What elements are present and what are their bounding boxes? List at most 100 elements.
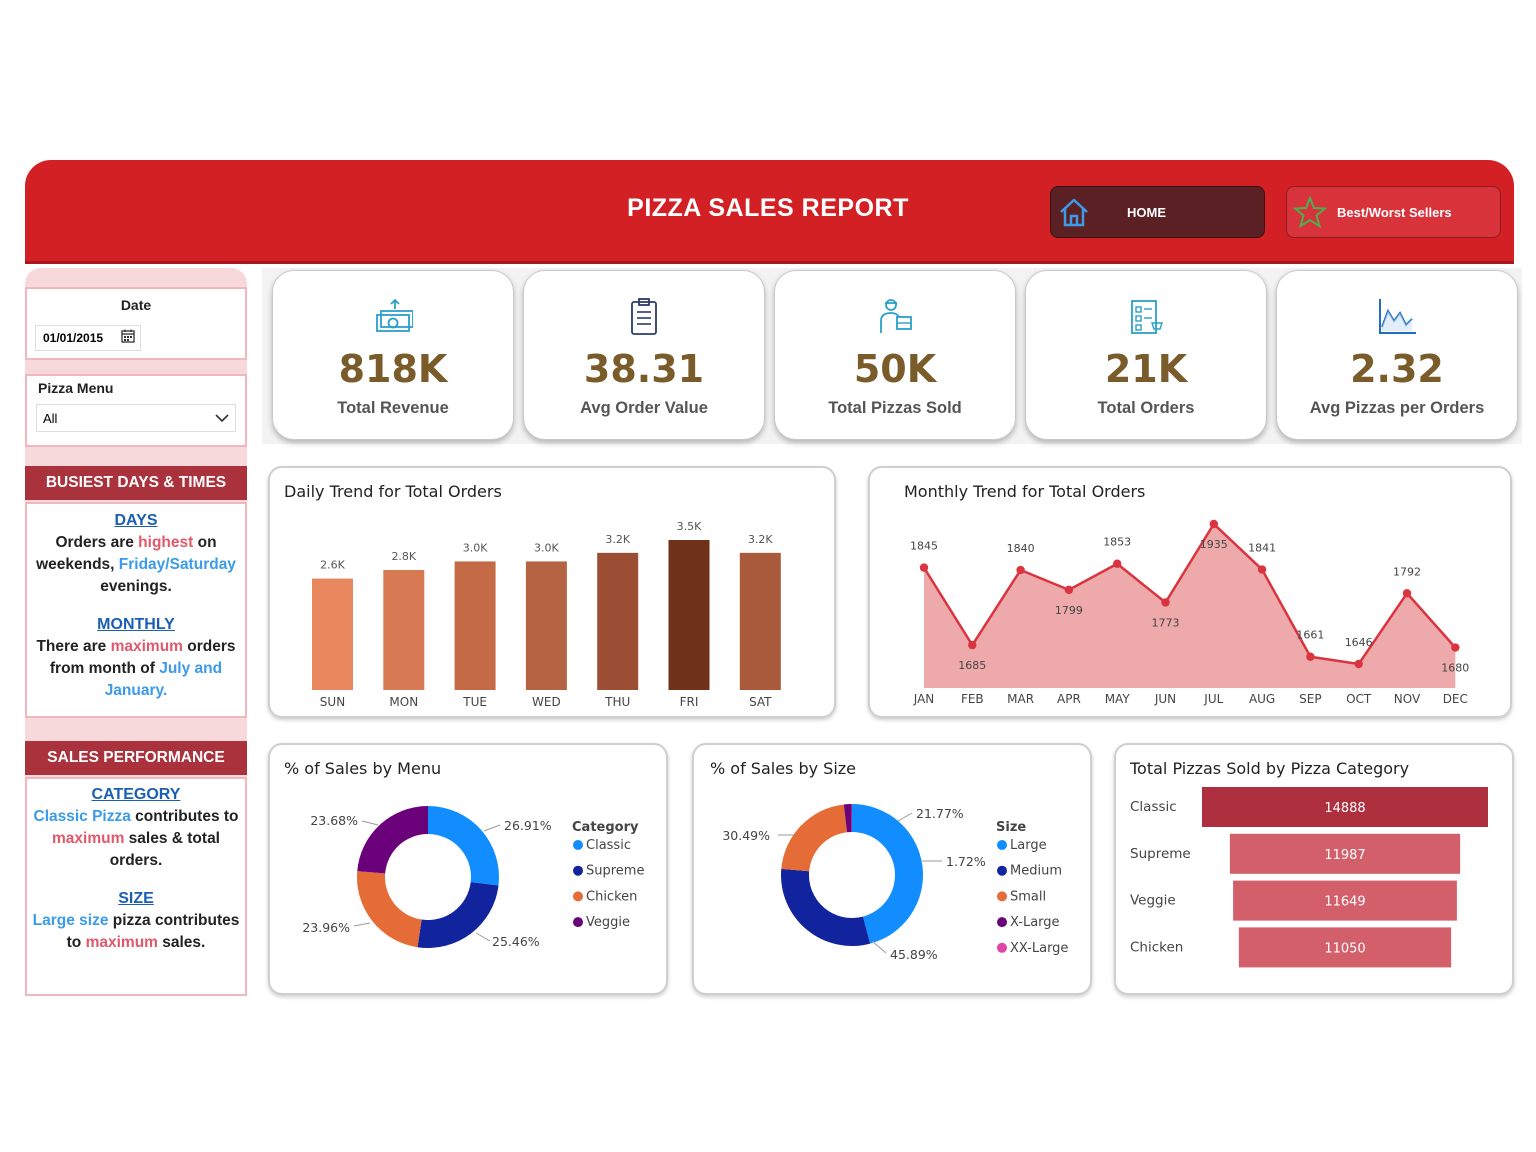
kpi-label: Avg Pizzas per Orders [1309,399,1485,417]
slice-x-large [843,804,852,833]
bar-classic [1202,787,1488,827]
slice-value-label: 1.72% [946,854,986,869]
legend-label: Small [1010,889,1046,904]
legend-label: XX-Large [1010,941,1068,956]
data-point [1064,585,1074,595]
busiest-days-text: DAYS Orders are highest on weekends, Fri… [27,510,245,702]
legend-title: Category [572,820,639,835]
kpi-card-total-pizzas-sold: 50K Total Pizzas Sold [774,270,1016,440]
legend-label: X-Large [1010,915,1060,930]
data-label: 2.8K [391,550,416,563]
slice-medium [781,868,871,946]
x-tick-label: MAR [1007,692,1034,706]
date-input[interactable]: 01/01/2015 [35,325,141,351]
kpi-label: Total Revenue [337,399,449,417]
x-tick-label: MAY [1105,692,1131,706]
slice-value-label: 21.77% [916,806,964,821]
legend-label: Supreme [586,864,644,879]
line-chart-icon [1379,299,1416,334]
legend-label: Medium [1010,864,1062,879]
sales-by-size-chart: 45.89% 30.49% 21.77% 1.72% Size Large Medium Sm… [722,804,1068,962]
x-tick-label: JAN [913,692,935,706]
slice-value-label: 23.68% [310,813,358,828]
leader-line [361,820,379,826]
data-point [1113,559,1122,568]
busiest-days-box [25,502,247,718]
daily-trend-chart: 2.6K SUN 2.8K MON 3.0K TUE 3.0K WED 3.2K THU 3.5K F… [312,520,781,709]
data-label: 1799 [1055,604,1083,617]
data-point [1257,565,1267,574]
data-label: 1792 [1393,565,1421,578]
kpi-card-avg-pizzas-per-order: 2.32 Avg Pizzas per Orders [1276,270,1518,440]
legend-label: Classic [586,838,631,853]
legend-swatch [573,917,583,928]
best-worst-sellers-button[interactable]: Best/Worst Sellers [1286,186,1501,238]
monthly-heading: MONTHLY [97,616,175,633]
pizzas-by-category-panel: Total Pizzas Sold by Pizza Category 1488… [1114,743,1514,995]
data-point [1402,589,1412,598]
sales-performance-text: CATEGORY Classic Pizza contributes to ma… [27,784,245,954]
sales-by-menu-chart: 26.91% 25.46% 23.96% 23.68% Category Classic S… [302,806,644,949]
days-heading: DAYS [114,512,158,529]
kpi-label: Avg Order Value [580,399,708,417]
sales-by-size-title: % of Sales by Size [710,759,857,778]
page-title: PIZZA SALES REPORT [627,194,909,222]
data-label: 1661 [1296,629,1324,642]
slice-large [852,804,923,944]
x-tick-label: SUN [320,695,345,709]
home-button-label: HOME [1127,204,1166,220]
pizzas-by-category-chart: 14888 Classic 11987 Supreme 11649 Veggie 11050… [1130,787,1488,968]
data-point [1451,643,1460,652]
data-point [919,563,929,572]
leader-line [897,812,913,822]
area-fill [924,524,1456,688]
sales-performance-header: SALES PERFORMANCE [25,741,247,775]
slice-value-label: 45.89% [890,947,938,962]
star-icon [1293,195,1327,229]
legend-swatch [997,840,1007,850]
bar-thu [597,552,639,690]
data-label: 1646 [1345,636,1373,649]
size-heading: SIZE [118,890,154,907]
data-label: 3.0K [534,541,559,554]
category-heading: CATEGORY [91,786,181,803]
slice-classic [428,806,499,886]
leader-line [483,824,501,832]
size-insight: Large size pizza contributes to maximum … [32,912,240,951]
x-tick-label: AUG [1249,692,1275,706]
legend-title: Size [996,820,1026,835]
x-tick-label: WED [532,695,561,709]
sales-by-menu-title: % of Sales by Menu [284,759,442,778]
daily-trend-title: Daily Trend for Total Orders [284,482,502,501]
data-label: 1840 [1007,542,1035,555]
slice-value-label: 26.91% [504,818,552,833]
x-tick-label: JUN [1154,692,1176,706]
data-label: 11987 [1324,848,1365,863]
bar-tue [454,561,496,690]
header-bar [25,160,1514,264]
trend-line [922,522,1457,666]
x-tick-label: SEP [1299,692,1321,706]
legend-swatch [573,840,583,850]
category-insight: Classic Pizza contributes to maximum sal… [33,808,239,869]
monthly-trend-panel: Monthly Trend for Total Orders 1845 JAN 16… [868,466,1512,718]
calendar-icon[interactable] [121,329,135,343]
busiest-days-header: BUSIEST DAYS & TIMES [25,466,247,500]
best-worst-sellers-label: Best/Worst Sellers [1337,204,1452,220]
pizza-menu-select[interactable]: All [36,404,236,432]
leader-line [353,922,371,927]
chevron-down-icon [215,414,229,423]
x-tick-label: OCT [1346,692,1372,706]
data-label: 3.2K [748,533,773,546]
kpi-card-total-orders: 21K Total Orders [1025,270,1267,440]
x-tick-label: FEB [961,692,984,706]
data-label: 3.5K [677,520,702,533]
slice-veggie [357,806,428,874]
data-label: 1680 [1441,662,1469,675]
checklist-icon [1131,300,1163,334]
home-icon [1060,198,1088,227]
kpi-value: 21K [1104,347,1188,391]
pizza-menu-selected: All [43,411,58,426]
home-button[interactable]: HOME [1050,186,1265,238]
